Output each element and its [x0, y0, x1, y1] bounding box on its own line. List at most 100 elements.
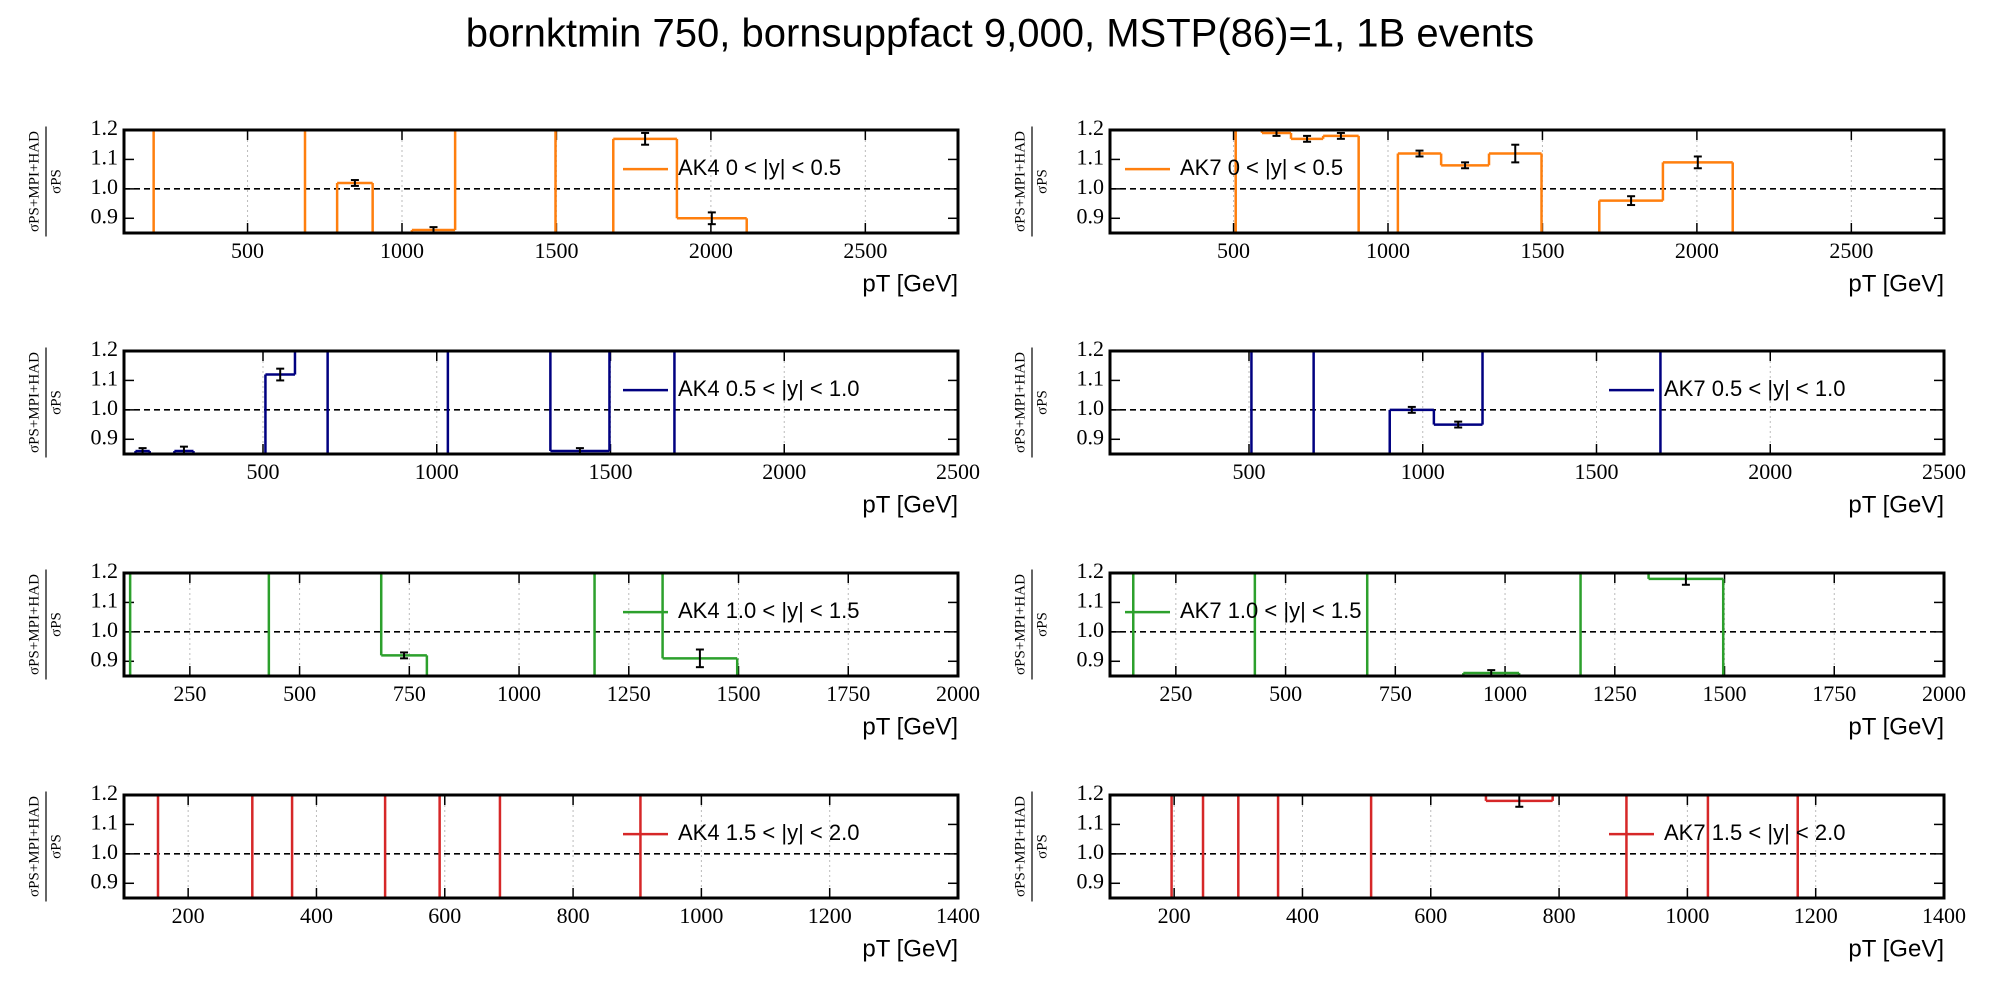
plot-area [1132, 573, 1725, 676]
x-tick-label: 1250 [1593, 681, 1637, 706]
y-tick-label: 1.0 [91, 174, 119, 199]
panel: 250 500 750 1000 1250 1500 1750 2000 0.9 1.0 1.1 1.… [26, 558, 980, 740]
y-tick-label: 1.1 [1077, 809, 1105, 834]
x-tick-label: 1000 [380, 238, 424, 263]
y-axis-label: σPS+MPI+HAD σPS [26, 569, 64, 680]
y-axis-label: σPS+MPI+HAD σPS [1012, 791, 1050, 902]
x-tick-label: 2000 [762, 459, 806, 484]
x-tick-label: 200 [172, 903, 205, 928]
y-tick-label: 1.1 [1077, 365, 1105, 390]
legend-label: AK4 1.5 < |y| < 2.0 [678, 820, 859, 845]
y-axis-label: σPS+MPI+HAD σPS [26, 126, 64, 237]
x-tick-label: 500 [247, 459, 280, 484]
x-tick-label: 2000 [1922, 681, 1966, 706]
x-tick-label: 1750 [1812, 681, 1856, 706]
x-axis-label: pT [GeV] [862, 935, 958, 962]
x-tick-label: 1000 [1665, 903, 1709, 928]
x-tick-label: 800 [557, 903, 590, 928]
y-label-denominator: σPS [1034, 612, 1050, 637]
y-tick-label: 1.0 [91, 617, 119, 642]
panel: 500 1000 1500 2000 2500 0.9 1.0 1.1 1.2 AK7 0 < |… [1012, 115, 1946, 297]
y-axis-label: σPS+MPI+HAD σPS [1012, 347, 1050, 458]
legend-label: AK4 0 < |y| < 0.5 [678, 155, 841, 180]
axes-frame [122, 571, 960, 678]
x-axis-label: pT [GeV] [1848, 491, 1944, 518]
x-tick-label: 500 [1269, 681, 1302, 706]
y-tick-label: 1.2 [1077, 558, 1105, 583]
y-tick-label: 1.2 [91, 336, 119, 361]
x-tick-label: 750 [393, 681, 426, 706]
legend-label: AK4 0.5 < |y| < 1.0 [678, 376, 859, 401]
x-tick-label: 800 [1543, 903, 1576, 928]
axes-frame [122, 349, 960, 456]
x-tick-label: 1000 [1366, 238, 1410, 263]
axes-frame [1108, 349, 1946, 456]
y-tick-label: 1.2 [91, 558, 119, 583]
x-tick-label: 750 [1379, 681, 1412, 706]
x-tick-label: 600 [428, 903, 461, 928]
y-tick-label: 1.0 [1077, 839, 1105, 864]
axes-frame [1108, 128, 1946, 235]
x-tick-label: 1400 [936, 903, 980, 928]
y-axis-label: σPS+MPI+HAD σPS [26, 347, 64, 458]
x-tick-label: 250 [173, 681, 206, 706]
y-tick-label: 1.2 [91, 115, 119, 140]
x-tick-label: 500 [1233, 459, 1266, 484]
x-tick-label: 1500 [1520, 238, 1564, 263]
y-axis-label: σPS+MPI+HAD σPS [1012, 126, 1050, 237]
x-axis-label: pT [GeV] [862, 491, 958, 518]
panel: 250 500 750 1000 1250 1500 1750 2000 0.9 1.0 1.1 1.… [1012, 558, 1966, 740]
x-tick-label: 2000 [1675, 238, 1719, 263]
y-tick-label: 1.2 [91, 780, 119, 805]
y-tick-label: 1.2 [1077, 336, 1105, 361]
y-tick-label: 1.2 [1077, 780, 1105, 805]
axes-frame [1108, 793, 1946, 900]
y-label-numerator: σPS+MPI+HAD [26, 796, 42, 897]
x-tick-label: 1500 [534, 238, 578, 263]
x-tick-label: 500 [231, 238, 264, 263]
plot-area [1234, 130, 1734, 233]
axes-frame [122, 128, 960, 235]
y-tick-label: 1.1 [91, 365, 119, 390]
figure-title: bornktmin 750, bornsuppfact 9,000, MSTP(… [466, 12, 1534, 56]
y-tick-label: 1.0 [1077, 617, 1105, 642]
y-label-denominator: σPS [48, 612, 64, 637]
legend-label: AK7 0.5 < |y| < 1.0 [1664, 376, 1845, 401]
x-tick-label: 1000 [679, 903, 723, 928]
y-axis-label: σPS+MPI+HAD σPS [1012, 569, 1050, 680]
x-axis-label: pT [GeV] [862, 270, 958, 297]
y-tick-label: 0.9 [91, 868, 119, 893]
y-tick-label: 0.9 [1077, 203, 1105, 228]
x-tick-label: 2000 [689, 238, 733, 263]
x-tick-label: 2500 [843, 238, 887, 263]
x-axis-label: pT [GeV] [1848, 270, 1944, 297]
y-tick-label: 0.9 [91, 203, 119, 228]
y-label-denominator: σPS [1034, 390, 1050, 415]
x-axis-label: pT [GeV] [862, 713, 958, 740]
y-tick-label: 1.0 [1077, 395, 1105, 420]
y-label-denominator: σPS [48, 390, 64, 415]
axes-frame [122, 793, 960, 900]
x-tick-label: 1250 [607, 681, 651, 706]
plot-area [156, 795, 642, 898]
x-tick-label: 2500 [936, 459, 980, 484]
panel: 500 1000 1500 2000 2500 0.9 1.0 1.1 1.2 AK4 0 < |… [26, 115, 960, 297]
y-label-numerator: σPS+MPI+HAD [26, 574, 42, 675]
x-tick-label: 1500 [717, 681, 761, 706]
y-tick-label: 1.0 [1077, 174, 1105, 199]
x-tick-label: 1000 [1483, 681, 1527, 706]
legend-label: AK7 0 < |y| < 0.5 [1180, 155, 1343, 180]
panel: 500 1000 1500 2000 2500 0.9 1.0 1.1 1.2 AK7 0.5 <… [1012, 336, 1966, 518]
y-tick-label: 0.9 [91, 424, 119, 449]
y-label-denominator: σPS [48, 169, 64, 194]
panel: 500 1000 1500 2000 2500 0.9 1.0 1.1 1.2 AK4 0.5 <… [26, 336, 980, 518]
legend-label: AK4 1.0 < |y| < 1.5 [678, 598, 859, 623]
x-tick-label: 1200 [1794, 903, 1838, 928]
panel: 200 400 600 800 1000 1200 1400 0.9 1.0 1.1 1.2 AK7 … [1012, 780, 1966, 962]
x-axis-label: pT [GeV] [1848, 935, 1944, 962]
x-axis-label: pT [GeV] [1848, 713, 1944, 740]
x-tick-label: 400 [1286, 903, 1319, 928]
x-tick-label: 2000 [936, 681, 980, 706]
y-tick-label: 1.1 [91, 809, 119, 834]
